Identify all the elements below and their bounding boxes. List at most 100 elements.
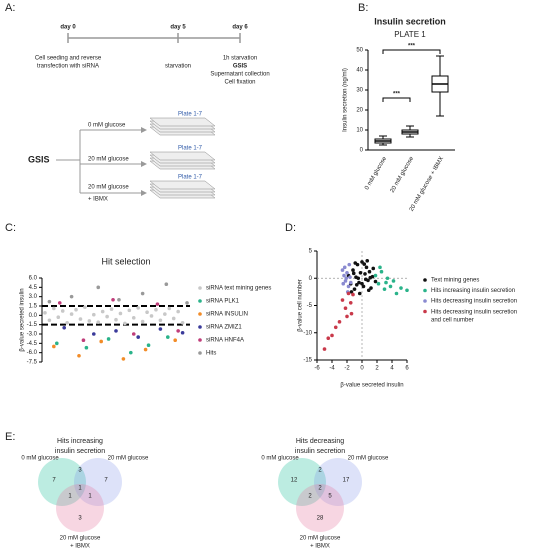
legend-swatch <box>198 325 202 329</box>
y-tick-label: -6.0 <box>27 350 38 356</box>
point <box>47 299 52 304</box>
legend-label: Hits decreasing insulin secretion <box>431 299 517 305</box>
venn-count: 5 <box>328 494 332 500</box>
point <box>358 271 363 275</box>
y-tick-label: 0.0 <box>29 313 38 319</box>
point <box>43 311 47 315</box>
x-axis-label: β-value secreted insulin <box>340 383 403 389</box>
day-label: day 5 <box>170 25 186 31</box>
point <box>351 271 356 276</box>
venn-count: 2 <box>318 468 322 474</box>
significance-label: *** <box>408 44 416 50</box>
point <box>322 347 327 351</box>
point <box>394 291 399 296</box>
set-label: 0 mM glucose <box>21 456 59 462</box>
point <box>356 276 361 281</box>
timeline-note: Cell seeding and reverse <box>35 56 102 62</box>
point <box>78 317 83 321</box>
point <box>123 321 127 326</box>
point <box>87 319 92 323</box>
point <box>62 325 66 330</box>
venn-title: insulin secretion <box>55 448 105 455</box>
point <box>378 265 382 270</box>
venn-count: 3 <box>78 516 82 522</box>
chart-title: Insulin secretion <box>374 16 446 26</box>
point <box>342 273 346 278</box>
x-tick-label: 0 <box>360 366 364 372</box>
point <box>357 291 362 296</box>
x-tick-label: 0 mM glucose <box>364 155 388 191</box>
point <box>364 265 369 270</box>
y-tick-label: 10 <box>356 128 363 134</box>
legend-label: siRNA text mining genes <box>206 286 271 292</box>
condition-label: 20 mM glucose <box>88 157 129 163</box>
venn-count: 17 <box>343 478 350 484</box>
point <box>143 347 148 352</box>
point <box>333 325 338 330</box>
legend-label: siRNA ZMIZ1 <box>206 325 242 331</box>
point <box>176 329 180 333</box>
legend-swatch <box>198 338 202 342</box>
point <box>385 276 390 281</box>
point <box>185 301 189 305</box>
point <box>391 279 396 283</box>
point <box>347 262 352 267</box>
plate <box>149 117 216 127</box>
venn-count: 12 <box>291 478 298 484</box>
point <box>69 312 74 316</box>
point <box>351 268 355 272</box>
venn-title: insulin secretion <box>295 448 345 455</box>
point <box>348 300 353 305</box>
chart-title: Hit selection <box>101 256 150 266</box>
legend-label: Text mining genes <box>431 278 479 284</box>
y-axis-label: β-value secreted insulin <box>20 288 26 351</box>
point <box>74 307 78 312</box>
point <box>180 330 185 335</box>
condition-label: 20 mM glucose <box>88 185 129 191</box>
point <box>340 298 345 302</box>
chart-subtitle: PLATE 1 <box>394 30 426 39</box>
point <box>129 350 133 355</box>
point <box>349 311 354 316</box>
point <box>163 312 167 316</box>
timeline-note: GSIS <box>233 64 247 70</box>
plate <box>149 151 216 161</box>
legend-swatch <box>423 299 427 303</box>
point <box>340 268 345 272</box>
plate <box>149 180 216 190</box>
y-tick-label: -5 <box>307 303 313 309</box>
point <box>363 277 368 282</box>
point <box>92 312 96 317</box>
point <box>357 280 361 285</box>
point <box>343 306 348 311</box>
point <box>180 321 185 325</box>
point <box>155 302 160 306</box>
point <box>57 301 62 305</box>
point <box>154 307 158 312</box>
point <box>106 337 111 341</box>
y-tick-label: 0 <box>309 276 313 282</box>
x-tick-label: -4 <box>329 366 335 372</box>
point <box>405 288 409 293</box>
point <box>114 329 118 333</box>
point <box>99 339 103 344</box>
point <box>131 316 136 320</box>
point <box>373 279 378 284</box>
point <box>167 306 172 311</box>
set-label: 0 mM glucose <box>261 456 299 462</box>
significance-bracket <box>382 49 441 54</box>
point <box>337 320 342 324</box>
y-tick-label: 30 <box>356 88 363 94</box>
x-tick-label: 6 <box>405 366 409 372</box>
venn-count: 2 <box>308 494 312 500</box>
x-tick-label: -6 <box>314 366 320 372</box>
venn-circle <box>278 458 326 506</box>
point <box>399 286 403 290</box>
point <box>379 269 384 274</box>
point <box>382 287 387 291</box>
y-tick-label: 40 <box>356 68 363 74</box>
point <box>146 343 151 348</box>
point <box>140 319 145 324</box>
point <box>345 271 349 275</box>
